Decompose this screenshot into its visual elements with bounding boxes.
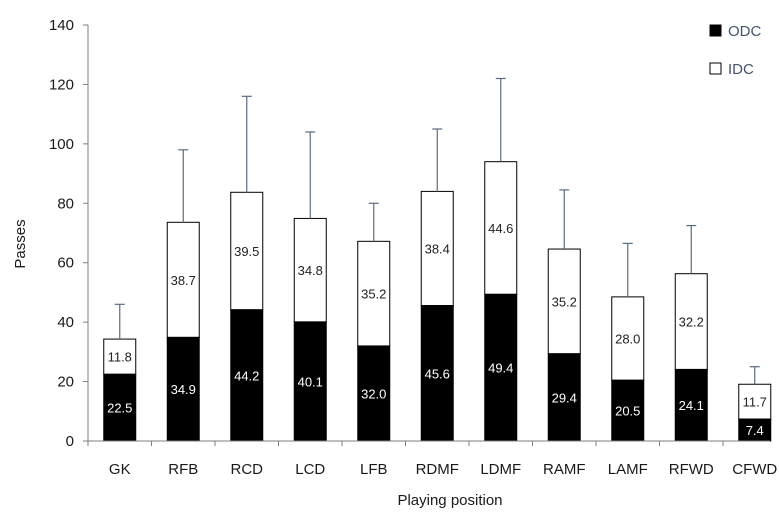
x-tick-label: LFB <box>360 461 388 478</box>
bar-segment-idc <box>611 296 645 381</box>
bar-segment-odc <box>103 373 137 442</box>
data-label-odc: 45.6 <box>425 366 450 381</box>
y-axis-title: Passes <box>12 219 29 268</box>
error-bars <box>114 77 760 385</box>
x-axis-title: Playing position <box>397 492 502 509</box>
legend-label-odc: ODC <box>728 23 762 40</box>
bars <box>103 161 772 442</box>
y-tick-label: 140 <box>49 17 74 34</box>
data-label-idc: 35.2 <box>552 294 577 309</box>
x-tick-label: LAMF <box>608 461 648 478</box>
bar-segment-odc <box>420 305 454 442</box>
data-label-odc: 22.5 <box>107 401 132 416</box>
data-label-idc: 28.0 <box>615 331 640 346</box>
y-tick-label: 120 <box>49 76 74 93</box>
x-tick-label: CFWD <box>732 461 777 478</box>
data-label-odc: 20.5 <box>615 404 640 419</box>
data-label-odc: 32.0 <box>361 386 386 401</box>
y-tick-label: 80 <box>57 195 74 212</box>
data-label-odc: 24.1 <box>679 398 704 413</box>
data-label-idc: 35.2 <box>361 287 386 302</box>
y-tick-label: 20 <box>57 374 74 391</box>
bar-segment-odc <box>674 368 708 442</box>
data-label-idc: 34.8 <box>298 263 323 278</box>
x-tick-label: RFB <box>168 461 198 478</box>
data-label-idc: 39.5 <box>234 244 259 259</box>
x-tick-label: RCD <box>231 461 264 478</box>
x-tick-label: RFWD <box>669 461 714 478</box>
data-label-idc: 11.8 <box>108 350 132 365</box>
data-label-idc: 32.2 <box>679 315 704 330</box>
bar-segment-odc <box>166 336 200 442</box>
legend-swatch-idc <box>709 62 722 75</box>
x-tick-label: RDMF <box>416 461 459 478</box>
bar-segment-idc <box>357 240 391 347</box>
bar-segment-idc <box>420 190 454 307</box>
x-tick-label: RAMF <box>543 461 586 478</box>
bar-segment-odc <box>611 379 645 442</box>
bar-segment-idc <box>293 217 327 323</box>
data-label-idc: 11.7 <box>743 395 767 410</box>
bar-segment-odc <box>230 309 264 442</box>
x-tick-label: LCD <box>295 461 325 478</box>
x-tick-label: GK <box>109 461 131 478</box>
y-tick-label: 40 <box>57 314 74 331</box>
legend: ODC IDC <box>709 23 762 78</box>
data-label-odc: 29.4 <box>552 390 577 405</box>
data-labels: 22.5 11.8 34.9 38.7 44.2 39.5 40.1 34.8 32.0 35.2… <box>107 221 767 438</box>
bar-segment-idc <box>103 338 137 375</box>
y-tick-label: 60 <box>57 255 74 272</box>
data-label-idc: 44.6 <box>488 221 513 236</box>
data-label-odc: 7.4 <box>746 423 764 438</box>
legend-label-idc: IDC <box>728 61 754 78</box>
x-tick-label: LDMF <box>480 461 521 478</box>
data-label-odc: 40.1 <box>298 374 323 389</box>
data-label-odc: 34.9 <box>171 382 196 397</box>
y-axis-ticks: 0 20 40 60 80 100 120 140 <box>49 17 88 450</box>
data-label-odc: 49.4 <box>488 361 513 376</box>
bar-segment-idc <box>674 273 708 370</box>
data-label-odc: 44.2 <box>234 368 259 383</box>
y-tick-label: 0 <box>66 433 74 450</box>
legend-swatch-odc <box>709 24 722 37</box>
y-tick-label: 100 <box>49 136 74 153</box>
data-label-idc: 38.7 <box>171 273 196 288</box>
x-axis-ticks: GK RFB RCD LCD LFB RDMF LDMF RAMF LAMF RFWD CFWD <box>87 441 777 478</box>
data-label-idc: 38.4 <box>425 241 450 256</box>
